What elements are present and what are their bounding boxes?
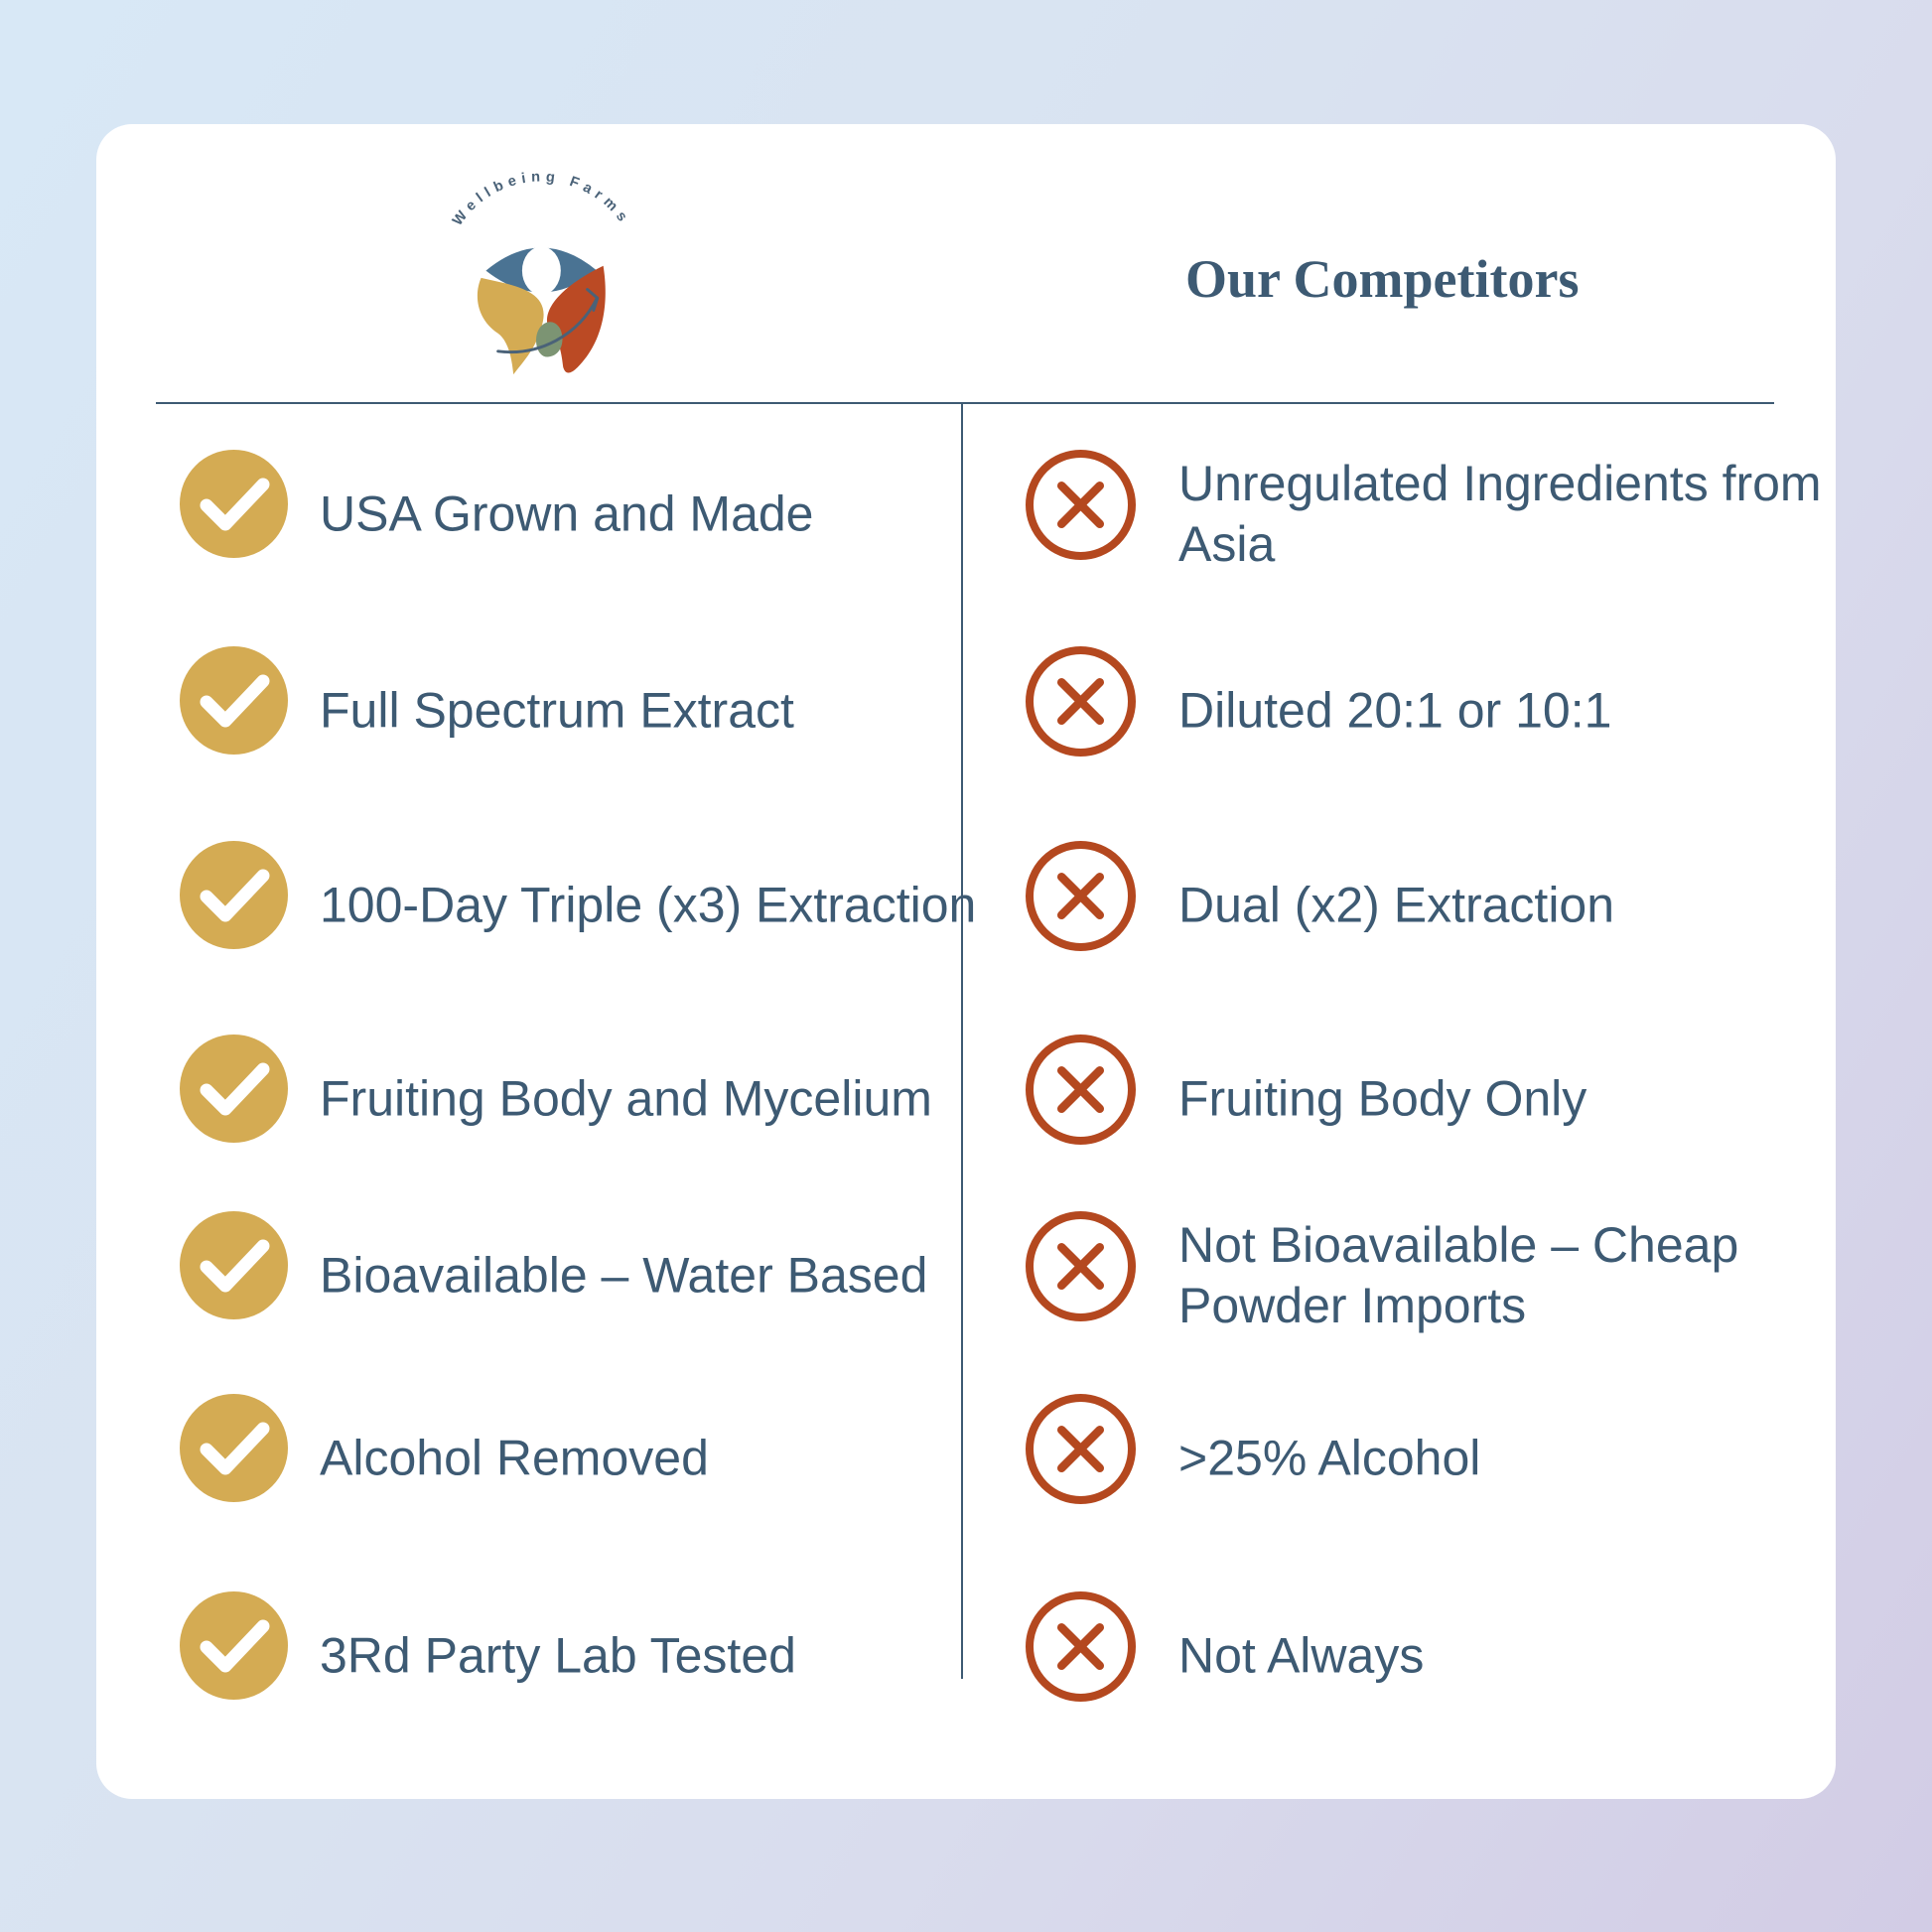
svg-text:Wellbeing Farms: Wellbeing Farms <box>450 169 633 228</box>
